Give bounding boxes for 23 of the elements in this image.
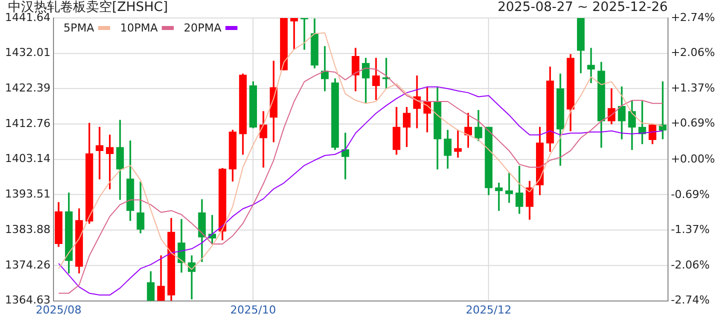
y-tick-label: 1403.14 [4,152,50,166]
legend-label: 20PMA [184,21,222,34]
y-tick-label: 1393.51 [4,188,50,201]
y2-tick-label: -2.06% [670,258,710,272]
y2-tick-label: -1.37% [670,222,710,236]
y2-tick-label: +0.69% [670,116,716,130]
x-tick-label: 2025/10 [230,303,276,316]
y2-tick-label: -2.74% [670,294,710,307]
legend-label: 10PMA [120,21,158,34]
legend-label: 5PMA [63,21,95,34]
y-tick-label: 1422.39 [4,82,50,95]
y2-tick-label: +2.06% [670,46,716,59]
x-tick-label: 2025/08 [36,303,82,316]
y-tick-label: 1432.01 [4,46,50,60]
chart-subtitle: 2025-08-27 ~ 2025-12-26 [498,0,668,15]
x-tick-label: 2025/12 [466,303,512,316]
y2-tick-label: -0.69% [670,188,710,201]
y2-tick-label: +2.74% [670,10,716,24]
y2-tick-label: +1.37% [670,82,716,95]
y-tick-label: 1383.88 [4,222,50,236]
y-tick-label: 1374.26 [4,258,50,272]
y-tick-label: 1412.76 [4,116,50,130]
y2-tick-label: +0.00% [670,152,716,166]
